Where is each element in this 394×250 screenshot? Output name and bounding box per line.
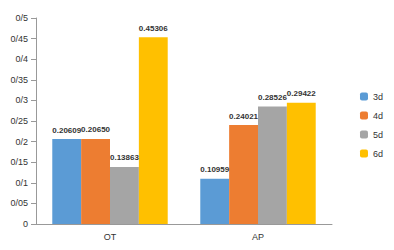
- svg-text:3d: 3d: [373, 92, 383, 102]
- svg-text:0/5: 0/5: [15, 13, 28, 23]
- svg-text:0/2: 0/2: [15, 137, 28, 147]
- svg-text:0.20650: 0.20650: [81, 125, 110, 134]
- svg-text:0: 0: [23, 219, 28, 229]
- svg-text:0/35: 0/35: [10, 75, 28, 85]
- svg-text:OT: OT: [104, 232, 117, 242]
- svg-text:0.20609: 0.20609: [52, 126, 81, 135]
- svg-text:0/25: 0/25: [10, 116, 28, 126]
- svg-text:6d: 6d: [373, 149, 383, 159]
- svg-text:0.24021: 0.24021: [229, 112, 258, 121]
- svg-text:AP: AP: [252, 232, 264, 242]
- svg-text:0.28526: 0.28526: [258, 93, 287, 102]
- svg-text:5d: 5d: [373, 130, 383, 140]
- svg-text:0.45306: 0.45306: [139, 24, 168, 33]
- svg-text:0/05: 0/05: [10, 198, 28, 208]
- svg-text:0.13863: 0.13863: [110, 153, 139, 162]
- svg-text:0.29422: 0.29422: [287, 89, 316, 98]
- svg-text:4d: 4d: [373, 111, 383, 121]
- svg-text:0/45: 0/45: [10, 34, 28, 44]
- svg-text:0/4: 0/4: [15, 54, 28, 64]
- svg-text:0/1: 0/1: [15, 178, 28, 188]
- svg-text:0.10959: 0.10959: [200, 165, 229, 174]
- svg-text:0/3: 0/3: [15, 95, 28, 105]
- svg-text:0/15: 0/15: [10, 157, 28, 167]
